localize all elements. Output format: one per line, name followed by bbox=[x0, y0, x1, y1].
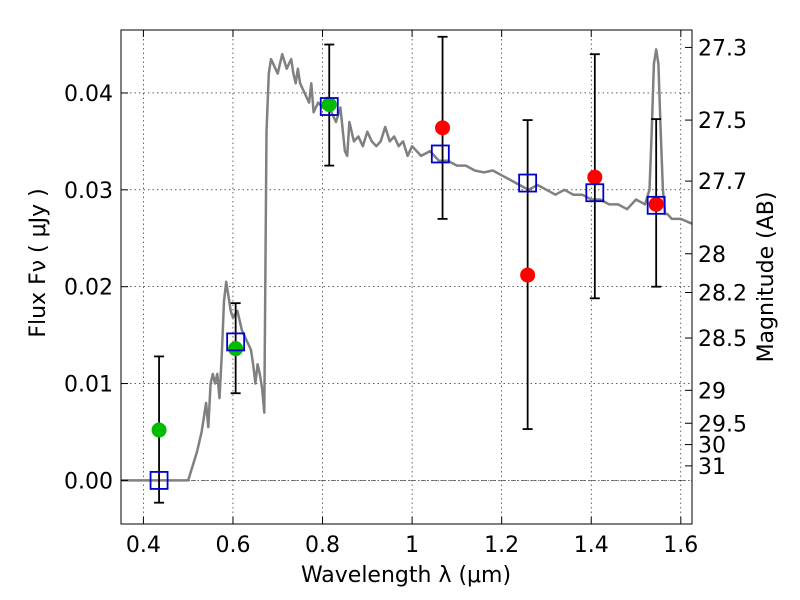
green-point bbox=[151, 422, 167, 438]
right-tick-label: 31 bbox=[698, 455, 726, 480]
red-point bbox=[435, 120, 451, 136]
model-band-square bbox=[646, 195, 666, 215]
right-tick-label: 28 bbox=[698, 243, 726, 268]
y-tick-label: 0.00 bbox=[64, 469, 113, 494]
green-point bbox=[228, 341, 244, 357]
model-band-square bbox=[430, 144, 450, 164]
model-band-square bbox=[319, 97, 339, 116]
model-band-square bbox=[149, 471, 169, 490]
red-point bbox=[520, 267, 536, 283]
right-tick-label: 28.5 bbox=[698, 327, 747, 352]
right-tick-label: 27.5 bbox=[698, 109, 747, 134]
x-tick-label: 1.2 bbox=[484, 533, 519, 558]
series-layer bbox=[121, 35, 693, 504]
x-tick-label: 1.6 bbox=[663, 533, 698, 558]
y-tick-label: 0.02 bbox=[64, 276, 113, 301]
x-tick-label: 1.4 bbox=[574, 533, 609, 558]
model-band-square bbox=[226, 332, 246, 352]
red-point bbox=[587, 169, 603, 185]
plot-frame bbox=[120, 29, 693, 525]
model-band-square bbox=[518, 173, 538, 193]
right-tick-label: 27.3 bbox=[698, 36, 747, 61]
y-tick-label: 0.04 bbox=[64, 82, 113, 107]
grid bbox=[121, 30, 692, 524]
right-tick-label: 30 bbox=[698, 434, 726, 459]
model-band-square bbox=[585, 183, 605, 203]
x-axis: 0.4 0.6 0.8 1 1.2 1.4 1.6 bbox=[126, 30, 698, 558]
y-axis-left: 0.00 0.01 0.02 0.03 0.04 bbox=[64, 82, 128, 494]
y-axis-label-left: Flux Fν ( μJy ) bbox=[26, 188, 51, 337]
red-point bbox=[648, 196, 664, 212]
x-tick-label: 0.4 bbox=[126, 533, 161, 558]
right-tick-label: 29.5 bbox=[698, 412, 747, 437]
x-tick-label: 0.8 bbox=[305, 533, 340, 558]
green-point bbox=[321, 97, 337, 113]
right-tick-label: 27.7 bbox=[698, 170, 747, 195]
x-axis-label: Wavelength λ (μm) bbox=[301, 563, 511, 588]
y-tick-label: 0.01 bbox=[64, 373, 113, 398]
x-tick-label: 1 bbox=[405, 533, 419, 558]
y-tick-label: 0.03 bbox=[64, 179, 113, 204]
x-tick-label: 0.6 bbox=[215, 533, 250, 558]
y-axis-label-right: Magnitude (AB) bbox=[754, 192, 779, 363]
right-tick-label: 29 bbox=[698, 379, 726, 404]
model-sed-line bbox=[121, 48, 693, 482]
right-tick-label: 28.2 bbox=[698, 281, 747, 306]
